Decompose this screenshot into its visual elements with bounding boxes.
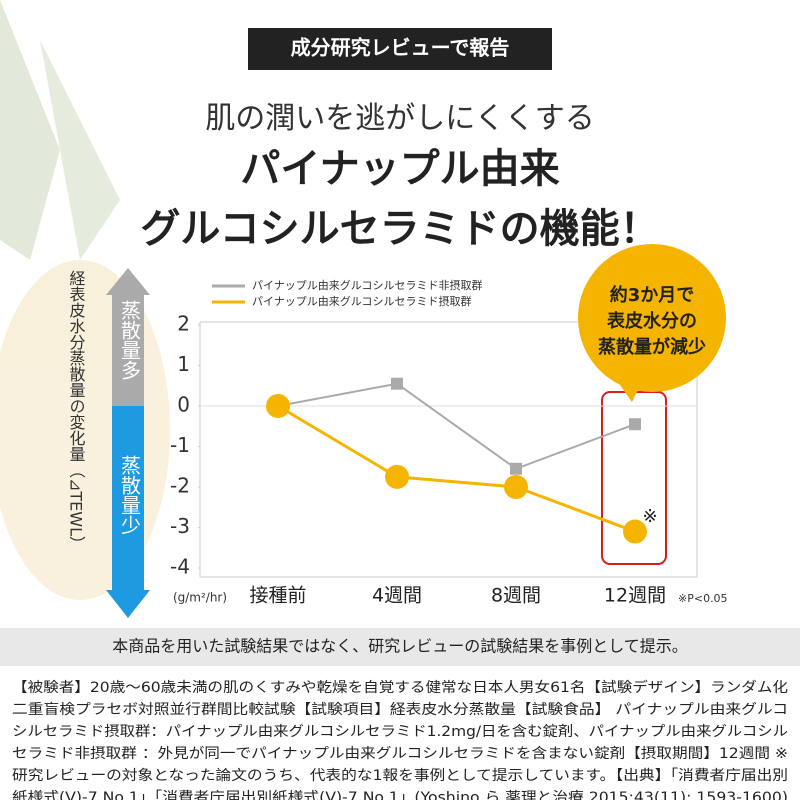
title: グルコシルセラミドの機能！ [140,205,659,252]
y-tick-label: 2 [177,312,190,336]
x-tick-label: 8週間 [491,585,541,607]
note: 本商品を用いた試験結果ではなく、研究レビューの試験結果を事例として提示。 [112,637,688,656]
arrow-down [106,590,150,618]
footer-line: 研究レビューの対象となった論文のうち、代表的な1報を事例として提示しています。【… [12,768,788,784]
y-tick-label: -2 [170,474,190,498]
badge: 成分研究レビューで報告 [291,36,510,60]
y-tick-label: 1 [177,352,190,376]
marker [266,394,290,418]
bubble [578,244,726,392]
y-label: 経表皮水分蒸散量の変化量（⊿TEWL） [67,270,86,552]
arrow-bottom [112,406,144,591]
marker [510,462,522,475]
series-line [277,404,636,533]
marker [504,475,528,499]
y-tick-label: -3 [170,514,190,538]
marker [623,519,647,544]
x-tick-label: 4週間 [372,585,422,607]
title: パイナップル由来 [240,145,559,192]
legend-label: パイナップル由来グルコシルセラミド非摂取群 [252,278,483,292]
marker [391,377,403,390]
footer: 【被験者】20歳～60歳未満の肌のくすみや乾燥を自覚する健常な日本人男女61名【… [12,679,788,804]
x-tick-label: 接種前 [249,585,306,607]
subtitle: 肌の潤いを逃がしにくくする [205,101,594,136]
series-line [277,382,636,470]
y-tick-label: 0 [177,393,190,417]
footer-line: セラミド非摂取群 ：外見が同一でパイナップル由来グルコシルセラミドを含まない錠剤… [12,746,788,762]
annotation: 蒸散量が減少 [598,336,706,358]
footer-line: 紙様式(V)-7 No.1」「消費者庁届出別紙様式(V)-7 No.1」(Yos… [12,789,788,800]
arrow-label: 蒸散量少 [118,455,142,535]
footer-line: シルセラミド摂取群：パイナップル由来グルコシルセラミド1.2mg/日を含む錠剤、… [12,724,788,740]
legend-label: パイナップル由来グルコシルセラミド摂取群 [252,294,472,308]
annotation: 表皮水分の [607,310,697,332]
arrow-up [106,268,150,295]
y-tick-label: -4 [170,555,190,579]
marker [629,418,641,431]
annotation: 約3か月で [610,284,695,306]
y-tick-label: -1 [170,433,190,457]
x-tick-label: 12週間 [604,585,666,607]
footer-line: 二重盲検プラセボ対照並行群間比較試験【試験項目】経表皮水分蒸散量【試験食品】 パ… [12,701,788,718]
plot-frame [199,321,698,578]
sig-mark: ※ [642,506,657,527]
note-bg [0,628,800,666]
significance: ※P<0.05 [678,592,728,605]
unit: (g/m²/hr) [173,591,227,605]
badge-bg [248,28,552,70]
footer-line: 【被験者】20歳～60歳未満の肌のくすみや乾燥を自覚する健常な日本人男女61名【… [12,679,788,696]
marker [385,464,409,489]
arrow-label: 蒸散量多 [118,300,142,380]
arrow-top [112,294,144,406]
